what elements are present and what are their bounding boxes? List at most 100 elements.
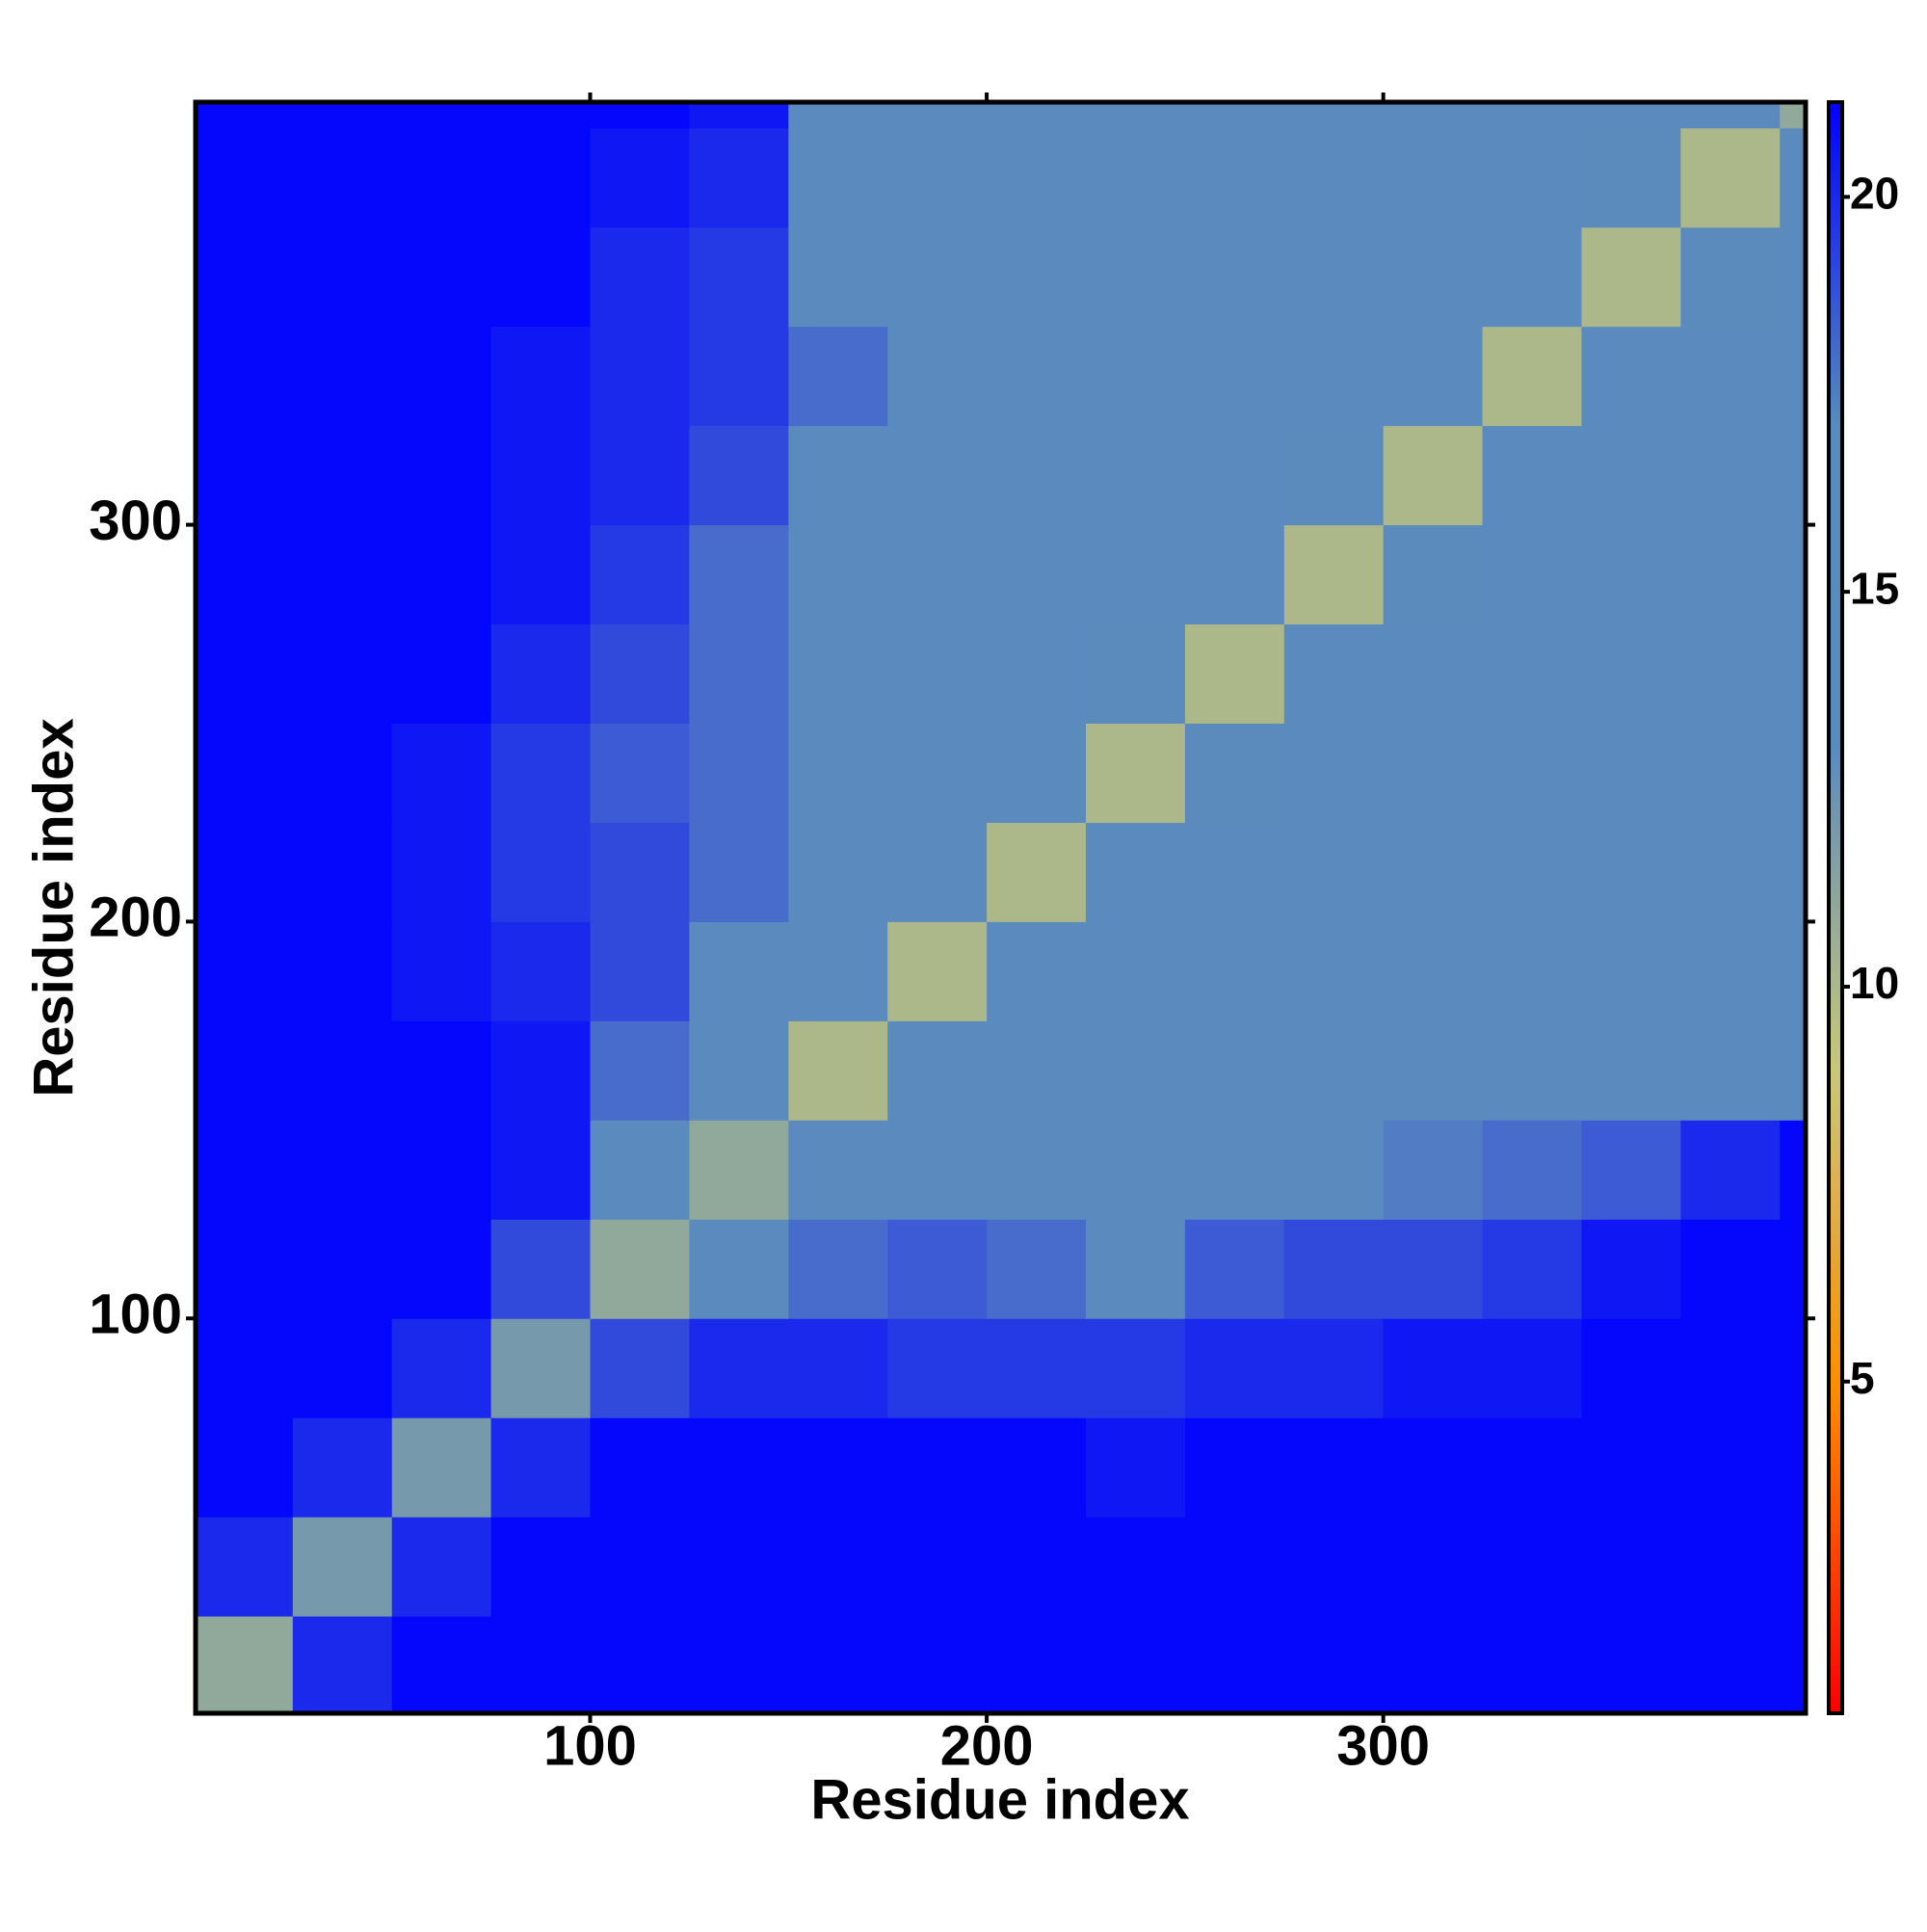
heatmap-cell	[1383, 524, 1484, 625]
heatmap-cell	[1283, 127, 1385, 228]
heatmap-cell	[1680, 326, 1781, 427]
heatmap-cell	[196, 1417, 294, 1518]
heatmap-cell	[1383, 623, 1484, 725]
colorbar	[1827, 100, 1844, 1715]
heatmap-cell	[788, 1120, 888, 1220]
heatmap-cell	[689, 1120, 789, 1220]
heatmap-cell	[987, 425, 1087, 526]
heatmap-cell	[490, 226, 592, 328]
heatmap-cell	[788, 1417, 888, 1518]
heatmap-cell	[1085, 623, 1186, 725]
heatmap-cell	[1780, 102, 1807, 129]
heatmap-cell	[590, 723, 690, 823]
heatmap-cell	[689, 326, 789, 427]
heatmap-cell	[887, 1318, 988, 1418]
heatmap-cell	[490, 1120, 592, 1220]
heatmap-cell	[689, 127, 789, 228]
heatmap-cell	[1085, 1616, 1186, 1714]
heatmap-cell	[590, 1616, 690, 1714]
heatmap-cell	[987, 1020, 1087, 1121]
heatmap-cell	[987, 1219, 1087, 1319]
heatmap-cell	[196, 921, 294, 1021]
heatmap-cell	[590, 1020, 690, 1121]
heatmap-cell	[1184, 1417, 1285, 1518]
heatmap-cell	[1482, 326, 1582, 427]
heatmap-cell	[1085, 425, 1186, 526]
heatmap-cell	[1383, 1616, 1484, 1714]
heatmap-cell	[1581, 127, 1681, 228]
heatmap-cell	[1482, 102, 1582, 129]
heatmap-cell	[292, 822, 393, 922]
heatmap-cell	[987, 326, 1087, 427]
heatmap-cell	[987, 1318, 1087, 1418]
heatmap-cell	[196, 1020, 294, 1121]
heatmap-cell	[1283, 524, 1385, 625]
heatmap-cell	[391, 623, 492, 725]
heatmap-cell	[788, 1517, 888, 1617]
heatmap-cell	[1581, 1120, 1681, 1220]
heatmap-cell	[689, 425, 789, 526]
heatmap-cell	[689, 102, 789, 129]
heatmap-cell	[1581, 921, 1681, 1021]
heatmap-cell	[1184, 326, 1285, 427]
heatmap-cell	[1184, 723, 1285, 823]
heatmap-cell	[1680, 127, 1781, 228]
heatmap-cell	[887, 524, 988, 625]
colorbar-tick-label: 15	[1850, 563, 1899, 613]
heatmap-cell	[1085, 226, 1186, 328]
heatmap-cell	[1085, 127, 1186, 228]
heatmap-cell	[1780, 226, 1807, 328]
heatmap-cell	[590, 1120, 690, 1220]
heatmap-cell	[590, 425, 690, 526]
heatmap-cell	[391, 1120, 492, 1220]
x-tick-label: 100	[543, 1714, 637, 1777]
heatmap-cell	[887, 102, 988, 129]
heatmap-cell	[391, 1417, 492, 1518]
heatmap-cell	[1383, 226, 1484, 328]
heatmap-cell	[1085, 1517, 1186, 1617]
heatmap-cell	[1283, 822, 1385, 922]
heatmap-cell	[490, 1020, 592, 1121]
heatmap-cell	[689, 524, 789, 625]
heatmap-cell	[1184, 524, 1285, 625]
x-tick-label: 200	[940, 1714, 1034, 1777]
heatmap-cell	[689, 921, 789, 1021]
heatmap-cell	[590, 127, 690, 228]
heatmap-cell	[292, 102, 393, 129]
heatmap-cell	[1780, 1219, 1807, 1319]
heatmap-cell	[292, 226, 393, 328]
heatmap-cell	[590, 623, 690, 725]
heatmap-cell	[1482, 1020, 1582, 1121]
heatmap-cell	[887, 1616, 988, 1714]
heatmap-cell	[987, 1417, 1087, 1518]
heatmap-cell	[1780, 822, 1807, 922]
heatmap-cell	[1184, 1020, 1285, 1121]
heatmap-cell	[689, 1318, 789, 1418]
heatmap-cell	[1383, 1417, 1484, 1518]
heatmap-cell	[887, 921, 988, 1021]
heatmap-cell	[292, 1120, 393, 1220]
heatmap-cell	[1680, 623, 1781, 725]
heatmap-cell	[1680, 822, 1781, 922]
heatmap-cell	[1085, 822, 1186, 922]
heatmap-cell	[1383, 1517, 1484, 1617]
heatmap-cell	[391, 921, 492, 1021]
heatmap-cell	[490, 524, 592, 625]
heatmap-cell	[887, 425, 988, 526]
heatmap-cell	[1085, 1219, 1186, 1319]
heatmap-cell	[1184, 102, 1285, 129]
heatmap-cell	[292, 127, 393, 228]
heatmap-cell	[391, 226, 492, 328]
heatmap-cell	[1780, 623, 1807, 725]
heatmap-cell	[1383, 921, 1484, 1021]
heatmap-cell	[590, 822, 690, 922]
heatmap-cell	[1482, 1219, 1582, 1319]
heatmap-cell	[1680, 425, 1781, 526]
heatmap-cell	[1283, 1517, 1385, 1617]
heatmap-cell	[1184, 1616, 1285, 1714]
heatmap-cell	[1780, 1020, 1807, 1121]
heatmap-cell	[391, 1020, 492, 1121]
heatmap-cell	[1780, 723, 1807, 823]
heatmap-cell	[1581, 1517, 1681, 1617]
heatmap-cell	[490, 1318, 592, 1418]
